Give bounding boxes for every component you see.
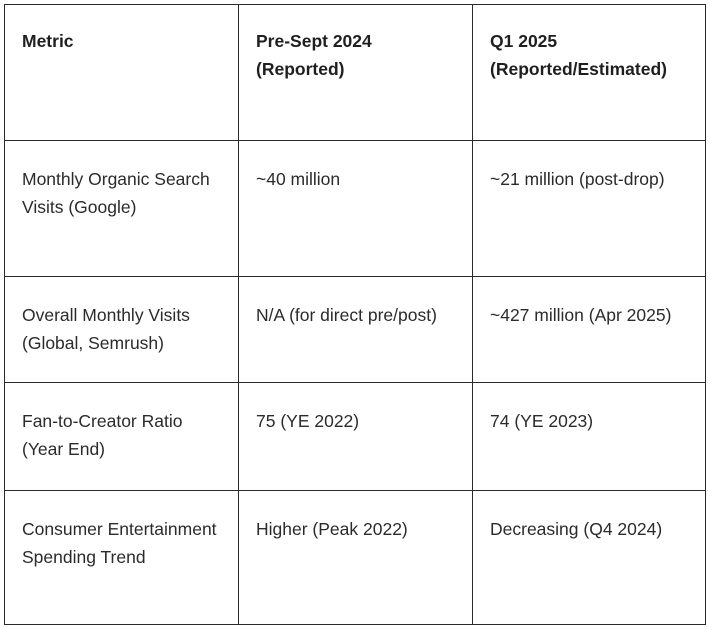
table-header-row: Metric Pre-Sept 2024 (Reported) Q1 2025 … [4,4,706,141]
metric-cell: Overall Monthly Visits (Global, Semrush) [4,276,239,383]
header-pre-sept-2024: Pre-Sept 2024 (Reported) [238,4,473,141]
metric-cell: Fan-to-Creator Ratio (Year End) [4,382,239,491]
header-q1-2025: Q1 2025 (Reported/Estimated) [472,4,706,141]
pre-sept-value-cell: Higher (Peak 2022) [238,490,473,625]
table-row: Fan-to-Creator Ratio (Year End) 75 (YE 2… [4,382,706,491]
pre-sept-value-cell: 75 (YE 2022) [238,382,473,491]
q1-2025-value-cell: 74 (YE 2023) [472,382,706,491]
header-metric: Metric [4,4,239,141]
q1-2025-value-cell: ~427 million (Apr 2025) [472,276,706,383]
pre-sept-value-cell: ~40 million [238,140,473,277]
metric-cell: Consumer Entertainment Spending Trend [4,490,239,625]
table-row: Overall Monthly Visits (Global, Semrush)… [4,276,706,383]
pre-sept-value-cell: N/A (for direct pre/post) [238,276,473,383]
table-row: Monthly Organic Search Visits (Google) ~… [4,140,706,277]
table-row: Consumer Entertainment Spending Trend Hi… [4,490,706,625]
q1-2025-value-cell: ~21 million (post-drop) [472,140,706,277]
metric-cell: Monthly Organic Search Visits (Google) [4,140,239,277]
q1-2025-value-cell: Decreasing (Q4 2024) [472,490,706,625]
metrics-table: Metric Pre-Sept 2024 (Reported) Q1 2025 … [4,4,706,625]
